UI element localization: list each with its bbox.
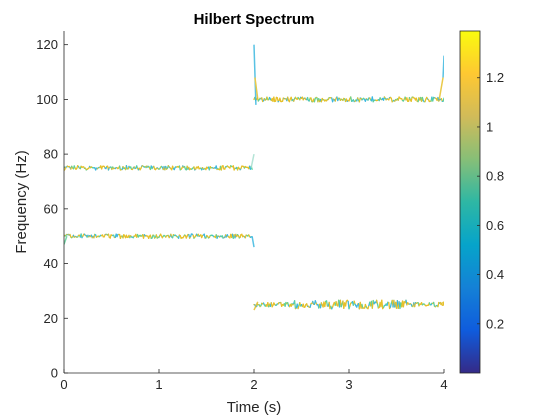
spectrum-line-100hz bbox=[253, 96, 444, 103]
spectrum-segment bbox=[203, 233, 206, 239]
y-tick-label: 60 bbox=[44, 201, 58, 216]
spectrum-lines bbox=[64, 44, 444, 311]
y-axis-label: Frequency (Hz) bbox=[13, 150, 30, 253]
x-axis-label: Time (s) bbox=[227, 399, 281, 416]
edge-transient bbox=[253, 301, 259, 311]
x-tick-label: 3 bbox=[345, 377, 352, 392]
spectrum-segment bbox=[273, 96, 276, 103]
spectrum-segment bbox=[293, 300, 297, 310]
chart-title: Hilbert Spectrum bbox=[194, 11, 315, 28]
x-tick-label: 0 bbox=[60, 377, 67, 392]
edge-transient bbox=[442, 55, 444, 78]
colorbar-tick-label: 0.8 bbox=[486, 169, 504, 184]
spectrum-line-50hz bbox=[64, 233, 253, 240]
colorbar bbox=[459, 30, 481, 374]
colorbar-tick-label: 0.4 bbox=[486, 267, 504, 282]
spectrum-line-75hz bbox=[64, 165, 253, 171]
spectrum-segment bbox=[402, 301, 405, 308]
y-tick-label: 100 bbox=[36, 92, 58, 107]
spectrum-segment bbox=[220, 165, 223, 171]
colorbar-tick-label: 0.2 bbox=[486, 316, 504, 331]
x-tick-label: 4 bbox=[440, 377, 447, 392]
edge-transient bbox=[254, 77, 259, 100]
x-tick-label: 2 bbox=[250, 377, 257, 392]
y-tick-label: 0 bbox=[51, 366, 58, 381]
edge-transient bbox=[250, 153, 255, 168]
y-tick-label: 40 bbox=[44, 256, 58, 271]
spectrum-segment bbox=[344, 300, 348, 307]
edge-transient bbox=[251, 236, 255, 248]
edge-transient bbox=[64, 235, 68, 245]
edge-transient bbox=[438, 77, 444, 100]
plot-area bbox=[64, 31, 444, 373]
colorbar-tick-label: 1.2 bbox=[486, 70, 504, 85]
y-tick-label: 80 bbox=[44, 147, 58, 162]
spectrum-segment bbox=[410, 96, 413, 102]
spectrum-segment bbox=[381, 299, 384, 310]
y-tick-label: 120 bbox=[36, 37, 58, 52]
spectrum-segment bbox=[442, 301, 444, 306]
x-tick-label: 1 bbox=[155, 377, 162, 392]
spectrum-segment bbox=[324, 300, 327, 308]
spectrum-segment bbox=[350, 96, 353, 102]
edge-transient bbox=[439, 301, 444, 306]
colorbar-ticks: 0.2 0.4 0.6 0.8 1 1.2 bbox=[477, 70, 504, 331]
edge-transients bbox=[64, 44, 444, 311]
colorbar-tick-label: 0.6 bbox=[486, 218, 504, 233]
spectrum-segment bbox=[442, 97, 444, 102]
edge-transient bbox=[253, 44, 257, 105]
y-tick-label: 20 bbox=[44, 311, 58, 326]
colorbar-tick-label: 1 bbox=[486, 119, 493, 134]
spectrum-segment bbox=[325, 300, 329, 307]
